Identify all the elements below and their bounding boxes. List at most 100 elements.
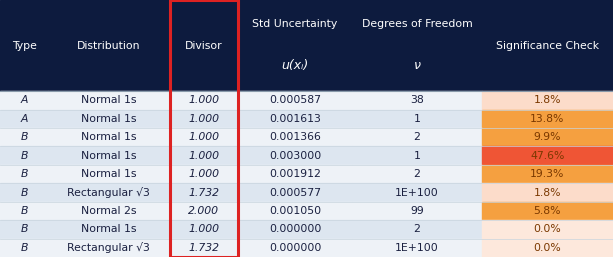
Text: Degrees of Freedom: Degrees of Freedom — [362, 20, 472, 29]
Text: 1: 1 — [414, 151, 421, 161]
Text: 0.001912: 0.001912 — [269, 169, 321, 179]
Bar — [238, 183, 352, 202]
Text: 2: 2 — [414, 132, 421, 142]
Text: 1.8%: 1.8% — [533, 95, 561, 105]
Text: 1.000: 1.000 — [188, 169, 219, 179]
Text: 2: 2 — [414, 169, 421, 179]
Text: 1.732: 1.732 — [188, 188, 219, 198]
Text: A: A — [20, 114, 28, 124]
Text: ν: ν — [413, 59, 421, 72]
Bar — [352, 202, 482, 220]
Bar — [352, 110, 482, 128]
Text: 2.000: 2.000 — [188, 206, 219, 216]
Text: 0.0%: 0.0% — [533, 243, 561, 253]
Text: B: B — [20, 151, 28, 161]
Bar — [0, 220, 48, 238]
Text: Normal 2s: Normal 2s — [81, 206, 137, 216]
Bar — [0, 128, 48, 146]
Text: 1E+100: 1E+100 — [395, 243, 439, 253]
Text: B: B — [20, 243, 28, 253]
Text: 1.732: 1.732 — [188, 243, 219, 253]
Text: B: B — [20, 206, 28, 216]
Text: 1.8%: 1.8% — [533, 188, 561, 198]
Bar — [238, 165, 352, 183]
Bar — [352, 183, 482, 202]
Text: 19.3%: 19.3% — [530, 169, 565, 179]
Bar — [0, 183, 48, 202]
Bar — [170, 183, 238, 202]
Text: 2: 2 — [414, 224, 421, 234]
Bar — [170, 165, 238, 183]
Bar — [482, 183, 613, 202]
Bar — [0, 238, 48, 257]
Text: 1.000: 1.000 — [188, 114, 219, 124]
Bar — [482, 220, 613, 238]
Bar — [48, 128, 170, 146]
Bar — [482, 202, 613, 220]
Text: 0.000000: 0.000000 — [269, 224, 321, 234]
Text: Normal 1s: Normal 1s — [81, 95, 137, 105]
Bar — [0, 91, 48, 110]
Text: 1: 1 — [414, 114, 421, 124]
Text: 1.000: 1.000 — [188, 132, 219, 142]
Bar — [170, 238, 238, 257]
Text: Type: Type — [12, 41, 36, 51]
Bar — [482, 238, 613, 257]
Bar — [48, 165, 170, 183]
Text: Rectangular √3: Rectangular √3 — [67, 242, 150, 253]
Bar — [48, 220, 170, 238]
Bar — [352, 238, 482, 257]
Text: 1E+100: 1E+100 — [395, 188, 439, 198]
Bar — [48, 183, 170, 202]
Text: 0.001613: 0.001613 — [269, 114, 321, 124]
Text: 0.000577: 0.000577 — [269, 188, 321, 198]
Bar — [482, 165, 613, 183]
Text: Divisor: Divisor — [185, 41, 223, 51]
Bar — [238, 202, 352, 220]
Bar — [48, 91, 170, 110]
Bar — [482, 128, 613, 146]
Text: u(xᵢ): u(xᵢ) — [281, 59, 309, 72]
Text: B: B — [20, 188, 28, 198]
Bar — [170, 202, 238, 220]
Bar — [352, 128, 482, 146]
Text: B: B — [20, 169, 28, 179]
Bar — [482, 146, 613, 165]
Text: 0.0%: 0.0% — [533, 224, 561, 234]
Text: Significance Check: Significance Check — [496, 41, 599, 51]
Text: A: A — [20, 95, 28, 105]
Bar — [170, 91, 238, 110]
Bar — [48, 146, 170, 165]
Text: 0.003000: 0.003000 — [269, 151, 321, 161]
Text: Normal 1s: Normal 1s — [81, 132, 137, 142]
Bar — [0, 146, 48, 165]
Bar — [0, 165, 48, 183]
Bar — [352, 220, 482, 238]
Text: Normal 1s: Normal 1s — [81, 169, 137, 179]
Text: Distribution: Distribution — [77, 41, 141, 51]
Bar — [238, 128, 352, 146]
Bar — [482, 91, 613, 110]
Bar — [482, 110, 613, 128]
Bar — [170, 110, 238, 128]
Bar — [170, 146, 238, 165]
Text: 38: 38 — [410, 95, 424, 105]
Text: Std Uncertainty: Std Uncertainty — [253, 20, 338, 29]
Bar — [48, 110, 170, 128]
Text: 0.000587: 0.000587 — [269, 95, 321, 105]
Bar — [170, 220, 238, 238]
Text: 0.001366: 0.001366 — [269, 132, 321, 142]
Text: 13.8%: 13.8% — [530, 114, 565, 124]
Bar — [238, 238, 352, 257]
Text: Rectangular √3: Rectangular √3 — [67, 187, 150, 198]
Text: 5.8%: 5.8% — [533, 206, 561, 216]
Bar — [238, 91, 352, 110]
Text: 99: 99 — [410, 206, 424, 216]
Text: 1.000: 1.000 — [188, 151, 219, 161]
Bar — [352, 165, 482, 183]
Bar — [170, 0, 238, 257]
Bar — [238, 110, 352, 128]
Bar — [48, 202, 170, 220]
Bar — [0, 0, 613, 91]
Bar — [238, 220, 352, 238]
